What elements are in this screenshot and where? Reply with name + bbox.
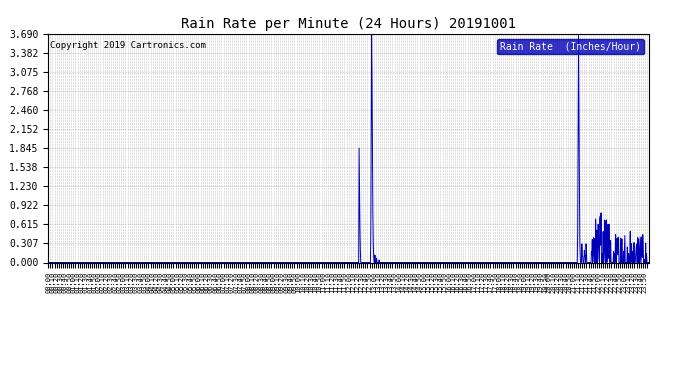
Text: Copyright 2019 Cartronics.com: Copyright 2019 Cartronics.com [50, 40, 206, 50]
Legend: Rain Rate  (Inches/Hour): Rain Rate (Inches/Hour) [497, 39, 644, 54]
Title: Rain Rate per Minute (24 Hours) 20191001: Rain Rate per Minute (24 Hours) 20191001 [181, 17, 516, 31]
